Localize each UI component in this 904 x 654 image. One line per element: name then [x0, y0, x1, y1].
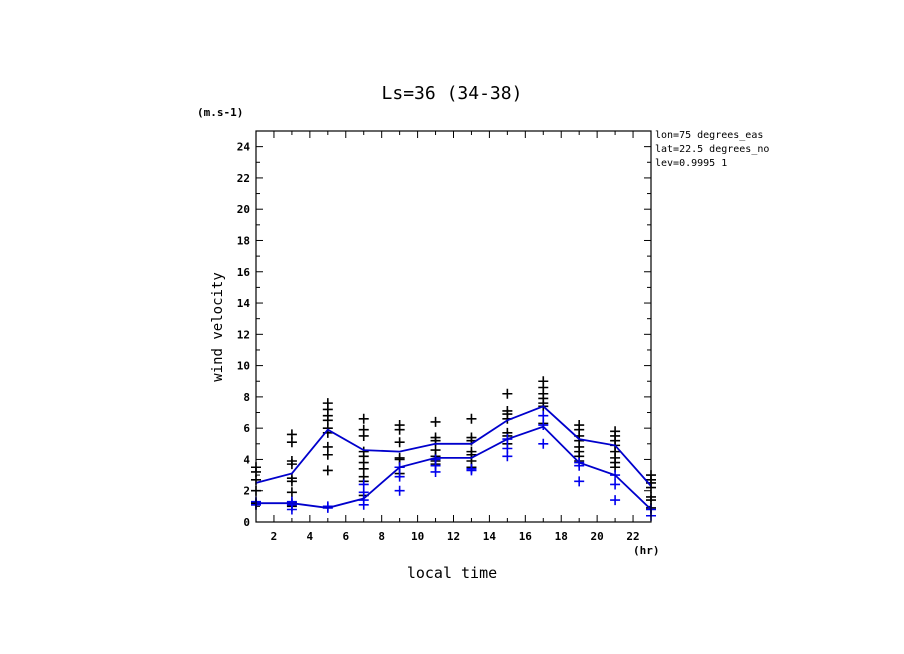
chart-title: Ls=36 (34-38) [382, 83, 523, 104]
scatter-point-black [502, 388, 513, 399]
annotation-lev: lev=0.9995 1 [655, 158, 727, 169]
x-tick-label: 12 [447, 530, 460, 543]
scatter-point-blue [286, 504, 297, 515]
y-tick-label: 12 [237, 328, 250, 341]
annotation-lon: lon=75 degrees_eas [655, 130, 763, 141]
series-line-upper [255, 405, 652, 487]
scatter-point-blue [466, 465, 477, 476]
y-tick-label: 0 [243, 516, 250, 529]
scatter-point-blue [394, 485, 405, 496]
annotation-lat: lat=22.5 degrees_no [655, 144, 769, 155]
scatter-point-black [322, 449, 333, 460]
y-tick-label: 22 [237, 172, 250, 185]
y-unit-label: (m.s-1) [197, 106, 243, 119]
y-tick-label: 10 [237, 360, 250, 373]
scatter-point-blue [574, 476, 585, 487]
x-tick-label: 10 [411, 530, 424, 543]
y-axis-label: wind velocity [210, 272, 226, 382]
x-unit-label: (hr) [633, 544, 660, 557]
scatter-point-black [286, 437, 297, 448]
scatter-point-blue [394, 471, 405, 482]
x-tick-label: 8 [378, 530, 385, 543]
scatter-point-black [286, 476, 297, 487]
scatter-point-blue [538, 410, 549, 421]
scatter-point-blue [358, 499, 369, 510]
x-tick-label: 22 [626, 530, 639, 543]
scatter-point-black [466, 413, 477, 424]
y-tick-label: 4 [243, 453, 250, 466]
x-tick-label: 6 [342, 530, 349, 543]
y-tick-label: 18 [237, 234, 250, 247]
scatter-point-blue [538, 438, 549, 449]
plot-frame [255, 130, 652, 523]
scatter-point-black [358, 413, 369, 424]
scatter-point-black [430, 416, 441, 427]
y-tick-label: 8 [243, 391, 250, 404]
y-tick-label: 6 [243, 422, 250, 435]
y-tick-label: 16 [237, 266, 251, 279]
scatter-point-black [394, 424, 405, 435]
y-tick-label: 24 [237, 141, 251, 154]
scatter-point-black [394, 437, 405, 448]
x-tick-label: 2 [271, 530, 278, 543]
scatter-point-blue [538, 420, 549, 431]
scatter-point-black [322, 465, 333, 476]
series-line-lower [256, 425, 652, 511]
y-tick-label: 14 [237, 297, 251, 310]
scatter-point-blue [502, 451, 513, 462]
x-axis-label: local time [407, 564, 497, 582]
scatter-point-blue [430, 466, 441, 477]
scatter-point-blue [610, 479, 621, 490]
y-tick-label: 20 [237, 203, 250, 216]
y-tick-label: 2 [243, 485, 250, 498]
x-tick-label: 18 [555, 530, 568, 543]
scatter-point-black [286, 459, 297, 470]
x-tick-label: 14 [483, 530, 497, 543]
x-tick-label: 16 [519, 530, 533, 543]
scatter-point-black [286, 487, 297, 498]
x-tick-label: 4 [307, 530, 314, 543]
x-tick-label: 20 [591, 530, 604, 543]
scatter-point-blue [610, 495, 621, 506]
scatter-point-black [358, 430, 369, 441]
